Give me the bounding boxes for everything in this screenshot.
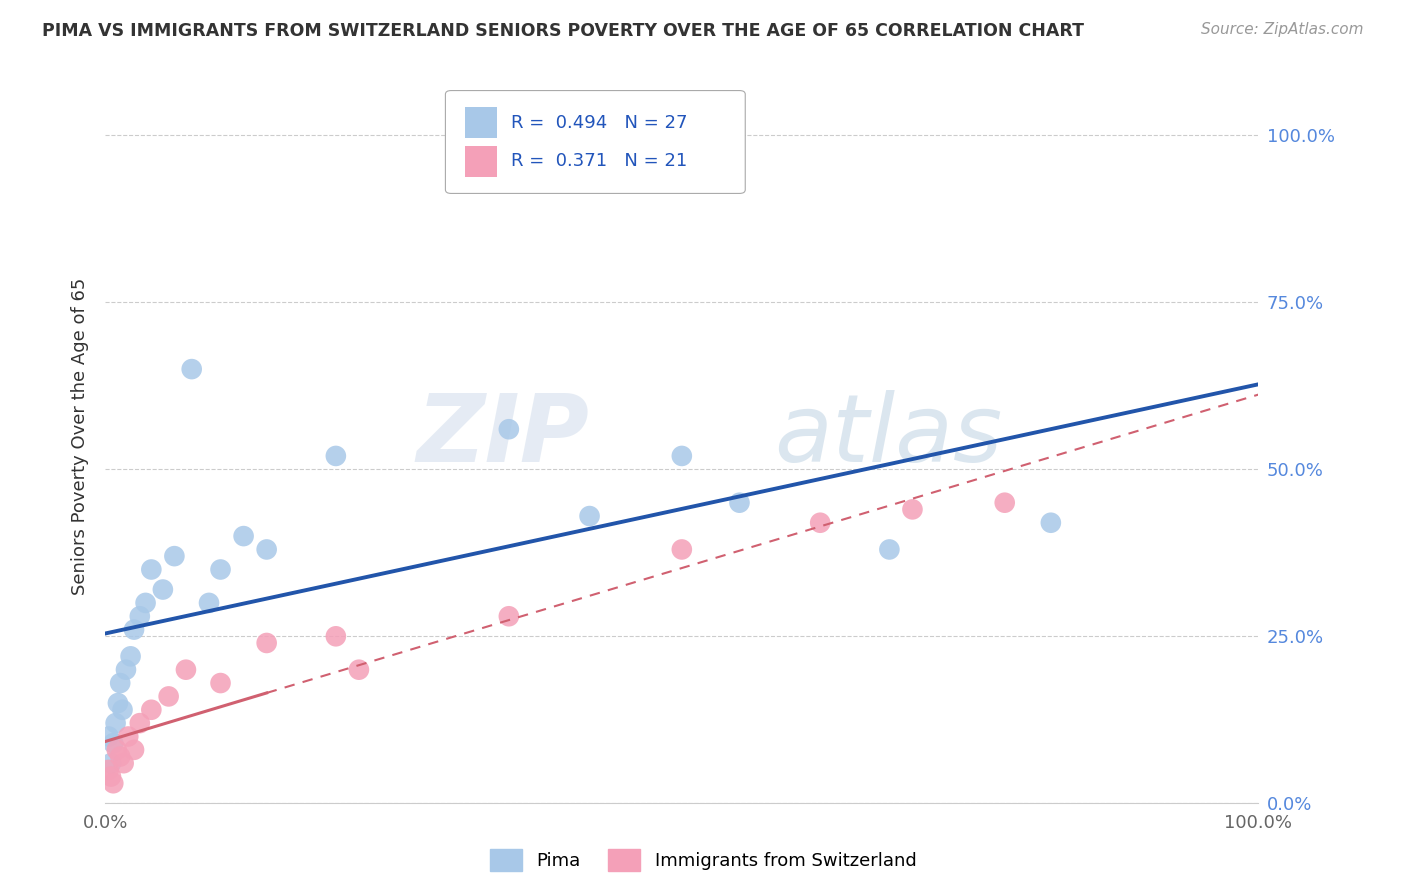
Text: Source: ZipAtlas.com: Source: ZipAtlas.com bbox=[1201, 22, 1364, 37]
Point bbox=[152, 582, 174, 597]
Point bbox=[174, 663, 197, 677]
Point bbox=[325, 449, 347, 463]
Legend: Pima, Immigrants from Switzerland: Pima, Immigrants from Switzerland bbox=[482, 842, 924, 879]
Point bbox=[120, 649, 142, 664]
Point bbox=[163, 549, 186, 563]
Point bbox=[180, 362, 202, 376]
Point bbox=[671, 542, 693, 557]
Point bbox=[100, 756, 122, 771]
Point bbox=[256, 542, 278, 557]
Point bbox=[97, 730, 120, 744]
FancyBboxPatch shape bbox=[446, 91, 745, 194]
Point bbox=[157, 690, 180, 704]
Point bbox=[108, 676, 131, 690]
Point bbox=[122, 743, 145, 757]
Point bbox=[209, 676, 232, 690]
Point bbox=[901, 502, 924, 516]
Point bbox=[198, 596, 221, 610]
Point bbox=[1039, 516, 1062, 530]
Point bbox=[347, 663, 370, 677]
Y-axis label: Seniors Poverty Over the Age of 65: Seniors Poverty Over the Age of 65 bbox=[72, 277, 89, 595]
Point bbox=[498, 609, 520, 624]
Text: R =  0.371   N = 21: R = 0.371 N = 21 bbox=[512, 153, 688, 170]
Point bbox=[103, 776, 125, 790]
Point bbox=[103, 736, 125, 750]
Point bbox=[141, 562, 163, 576]
Point bbox=[728, 496, 751, 510]
Point bbox=[232, 529, 254, 543]
Point bbox=[100, 770, 122, 784]
Point bbox=[117, 730, 139, 744]
Text: PIMA VS IMMIGRANTS FROM SWITZERLAND SENIORS POVERTY OVER THE AGE OF 65 CORRELATI: PIMA VS IMMIGRANTS FROM SWITZERLAND SENI… bbox=[42, 22, 1084, 40]
Point bbox=[135, 596, 157, 610]
Text: atlas: atlas bbox=[775, 391, 1002, 482]
FancyBboxPatch shape bbox=[465, 145, 498, 177]
Point bbox=[107, 696, 129, 710]
Point bbox=[122, 623, 145, 637]
Point bbox=[105, 743, 128, 757]
Point bbox=[256, 636, 278, 650]
Point bbox=[994, 496, 1017, 510]
Point bbox=[112, 756, 135, 771]
Point bbox=[111, 703, 134, 717]
Point bbox=[104, 716, 127, 731]
Point bbox=[115, 663, 138, 677]
Point bbox=[498, 422, 520, 436]
Point bbox=[209, 562, 232, 576]
Point bbox=[128, 716, 150, 731]
Point bbox=[808, 516, 831, 530]
Point bbox=[325, 629, 347, 643]
Point bbox=[128, 609, 150, 624]
Point bbox=[879, 542, 901, 557]
Point bbox=[671, 449, 693, 463]
Point bbox=[97, 763, 120, 777]
Point bbox=[578, 509, 600, 524]
Text: R =  0.494   N = 27: R = 0.494 N = 27 bbox=[512, 114, 688, 132]
Point bbox=[141, 703, 163, 717]
Point bbox=[108, 749, 131, 764]
FancyBboxPatch shape bbox=[465, 107, 498, 138]
Text: ZIP: ZIP bbox=[416, 390, 589, 482]
